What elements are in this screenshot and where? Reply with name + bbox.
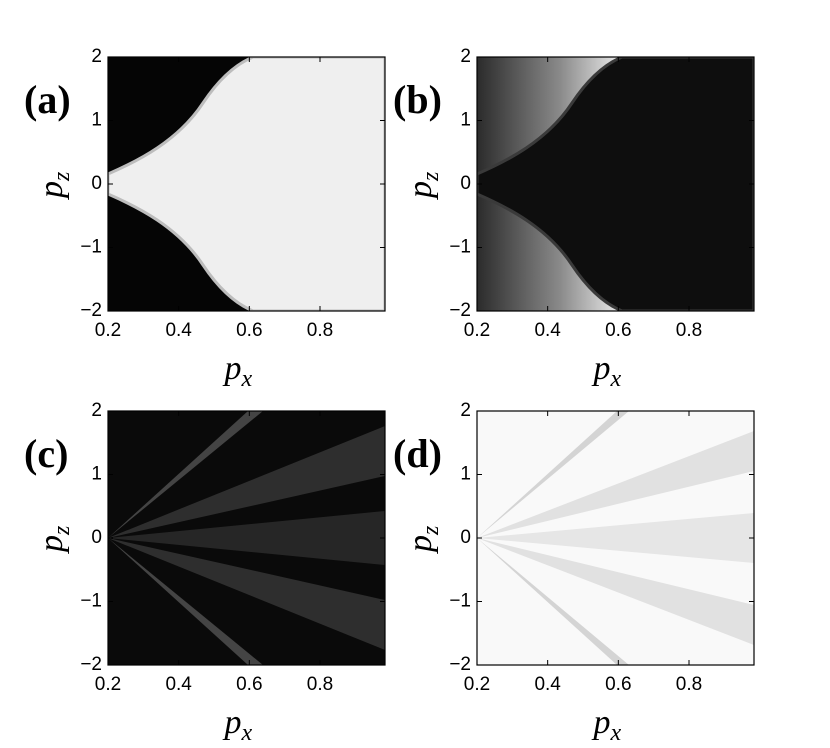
x-tick-label: 0.4 [534,674,561,695]
y-tick-label: 2 [460,46,471,67]
y-tick-label: 2 [91,400,102,421]
x-axis-label: px [592,350,622,392]
y-axis-symbol: p [33,181,70,200]
x-axis-subscript: x [241,720,253,746]
x-tick-label: 0.6 [236,674,262,695]
y-tick-label: −2 [449,654,471,675]
y-tick-label: 2 [91,46,102,67]
y-axis-symbol: p [402,181,439,200]
x-axis-label: px [223,350,253,392]
x-axis-symbol: p [592,704,611,741]
x-axis-symbol: p [223,350,242,387]
y-tick-label: 1 [460,464,471,485]
y-tick-label: 0 [91,173,102,194]
x-tick-label: 0.6 [605,320,631,341]
x-tick-label: 0.8 [676,674,702,695]
y-tick-label: 0 [91,527,102,548]
heatmap [108,57,385,311]
y-tick-label: 1 [460,110,471,131]
y-axis-subscript: z [49,525,75,536]
y-axis-label: pz [402,171,444,200]
x-tick-label: 0.8 [307,674,333,695]
panel-label: (a) [24,77,71,122]
heatmap [477,57,754,311]
y-tick-label: 2 [460,400,471,421]
x-tick-label: 0.2 [95,674,121,695]
x-tick-label: 0.4 [534,320,561,341]
y-tick-label: −1 [80,591,102,612]
y-axis-symbol: p [33,535,70,554]
panel-label: (d) [393,431,442,476]
panel-label: (b) [393,77,442,122]
heatmap [108,411,385,665]
y-axis-subscript: z [418,171,444,182]
y-axis-subscript: z [418,525,444,536]
x-axis-symbol: p [592,350,611,387]
x-axis-subscript: x [241,366,253,392]
x-axis-label: px [592,704,622,746]
x-tick-label: 0.8 [307,320,333,341]
x-tick-label: 0.4 [165,320,192,341]
y-axis-subscript: z [49,171,75,182]
y-tick-label: 1 [91,464,102,485]
panel-label: (c) [24,431,68,476]
x-axis-label: px [223,704,253,746]
y-tick-label: 1 [91,110,102,131]
x-axis-subscript: x [610,366,622,392]
y-tick-label: −2 [80,300,102,321]
x-tick-label: 0.6 [605,674,631,695]
x-tick-label: 0.4 [165,674,192,695]
y-axis-label: pz [33,525,75,554]
x-axis-subscript: x [610,720,622,746]
y-axis-label: pz [402,525,444,554]
y-tick-label: −1 [449,591,471,612]
y-tick-label: −2 [80,654,102,675]
x-tick-label: 0.2 [464,674,490,695]
heatmap [477,411,754,665]
x-tick-label: 0.2 [95,320,121,341]
y-axis-symbol: p [402,535,439,554]
y-tick-label: 0 [460,173,471,194]
y-tick-label: −2 [449,300,471,321]
y-tick-label: −1 [80,237,102,258]
x-tick-label: 0.2 [464,320,490,341]
x-tick-label: 0.8 [676,320,702,341]
x-axis-symbol: p [223,704,242,741]
x-tick-label: 0.6 [236,320,262,341]
y-tick-label: −1 [449,237,471,258]
y-tick-label: 0 [460,527,471,548]
y-axis-label: pz [33,171,75,200]
